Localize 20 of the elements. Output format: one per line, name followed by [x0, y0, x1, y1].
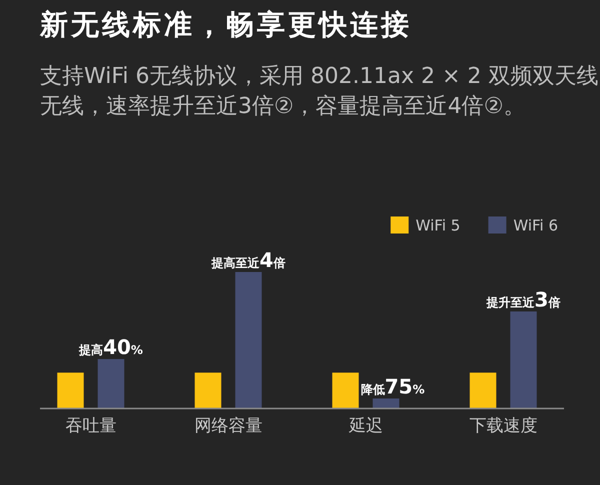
bar — [372, 398, 400, 408]
x-tick-label: 下载速度 — [469, 416, 538, 436]
legend-label: WiFi 6 — [513, 216, 558, 234]
legend-label: WiFi 5 — [416, 216, 460, 234]
chart-subtitle: 支持WiFi 6无线协议，采用 802.11ax 2 × 2 双频双天线无线，速率提升至近3倍②，容量提高至近4倍②。 — [40, 63, 600, 121]
chart-title: 新无线标准，畅享更快连接 — [40, 7, 412, 43]
annotation: 提升至近3倍 — [486, 287, 560, 312]
x-tick-label: 吞吐量 — [65, 416, 116, 436]
x-tick-label: 延迟 — [348, 416, 383, 436]
bar — [194, 372, 222, 408]
bar — [235, 272, 262, 408]
bar — [98, 359, 124, 408]
bar — [332, 372, 359, 408]
annotation: 提高40% — [78, 335, 143, 360]
bar — [510, 311, 537, 408]
bar — [470, 372, 496, 408]
annotation: 提高至近4倍 — [210, 248, 286, 272]
bar — [57, 372, 84, 408]
x-tick-label: 网络容量 — [194, 416, 262, 436]
annotation: 降低75% — [360, 374, 425, 398]
